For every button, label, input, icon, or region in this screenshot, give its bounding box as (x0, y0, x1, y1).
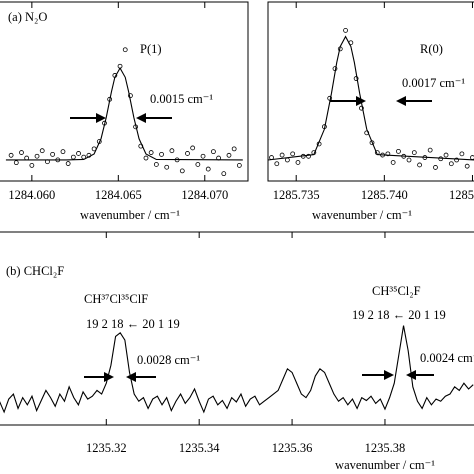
data-point (8, 152, 14, 158)
data-point (385, 151, 391, 157)
plot-frame (0, 1, 249, 182)
data-point (122, 47, 128, 53)
data-point (274, 161, 280, 167)
x-tick-label: 1284.070 (181, 188, 228, 202)
data-point (185, 151, 190, 156)
plot-frame (267, 1, 474, 182)
data-point (353, 76, 359, 81)
data-point (226, 152, 232, 158)
x-tick-label: 1235.34 (179, 441, 220, 455)
data-point (19, 150, 24, 155)
data-point (236, 162, 242, 168)
data-point (438, 156, 444, 162)
data-point (343, 27, 348, 33)
data-point (390, 160, 396, 165)
arrow-head (384, 370, 394, 380)
data-point (470, 155, 474, 160)
data-point (359, 105, 364, 111)
data-point (417, 162, 422, 168)
data-point (306, 153, 311, 159)
data-point (148, 150, 154, 155)
x-tick-label: 1235.32 (86, 441, 127, 455)
data-point (164, 164, 170, 170)
data-point (65, 161, 71, 166)
data-point (411, 150, 417, 156)
data-point (284, 157, 290, 163)
data-point (279, 152, 285, 158)
arrow-head (136, 113, 146, 123)
annotation: 0.0017 cm⁻¹ (402, 76, 465, 90)
data-point (443, 152, 449, 158)
fit-line (5, 66, 243, 161)
data-point (221, 171, 227, 177)
data-point (459, 151, 465, 157)
x-tick-label: 1285.735 (273, 188, 320, 202)
x-tick-label: 1284.065 (95, 188, 142, 202)
annotation: 19 2 18 ← 20 1 19 (86, 317, 180, 331)
data-point (190, 145, 196, 151)
data-point (211, 149, 216, 155)
data-point (34, 153, 40, 159)
data-point (200, 153, 206, 159)
annotation: 0.0024 cm⁻¹ (420, 351, 474, 365)
data-point (290, 151, 296, 157)
x-axis-label: wavenumber / cm⁻¹ (312, 208, 412, 222)
data-point (448, 161, 454, 167)
x-tick-label: 1285.745 (449, 188, 474, 202)
x-tick-label: 1285.740 (361, 188, 408, 202)
arrow-head (396, 96, 406, 106)
x-axis-label: wavenumber / cm⁻¹ (80, 208, 180, 222)
data-point (396, 148, 401, 154)
x-tick-label: 1235.36 (272, 441, 313, 455)
data-point (143, 155, 149, 161)
x-axis-label: wavenumber / cm⁻¹ (335, 458, 435, 472)
x-tick-label: 1284.060 (8, 188, 55, 202)
data-point (231, 146, 237, 152)
spectrum-line (0, 325, 474, 414)
x-tick-label: 1235.38 (365, 441, 406, 455)
annotation: R(0) (420, 42, 443, 56)
data-point (128, 93, 133, 99)
data-point (406, 157, 412, 163)
annotation: 0.0015 cm⁻¹ (150, 92, 213, 106)
data-point (427, 147, 433, 153)
data-point (159, 151, 164, 157)
data-point (153, 162, 159, 167)
data-point (13, 160, 19, 166)
data-point (195, 162, 201, 167)
data-point (39, 148, 45, 154)
data-point (295, 160, 301, 165)
data-point (29, 162, 35, 168)
data-point (76, 151, 81, 156)
annotation: P(1) (140, 42, 162, 56)
annotation: CH³⁷Cl³⁵ClF (84, 292, 148, 306)
data-point (205, 166, 211, 172)
arrow-head (104, 372, 114, 382)
data-point (50, 151, 56, 157)
data-point (60, 149, 66, 155)
data-point (169, 148, 175, 154)
annotation: CH³⁵Cl₂F (372, 284, 421, 298)
annotation: 0.0028 cm⁻¹ (137, 353, 200, 367)
fit-line (267, 35, 474, 161)
arrow-head (96, 113, 106, 123)
plot-frame (0, 231, 474, 426)
panel-title: (a) N₂O (8, 10, 47, 24)
annotation: 19 2 18 ← 20 1 19 (352, 308, 446, 322)
data-point (464, 163, 470, 169)
data-point (179, 168, 185, 174)
data-point (433, 165, 438, 170)
panel-title: (b) CHCl₂F (6, 264, 64, 278)
data-point (70, 154, 76, 160)
data-point (454, 157, 460, 163)
